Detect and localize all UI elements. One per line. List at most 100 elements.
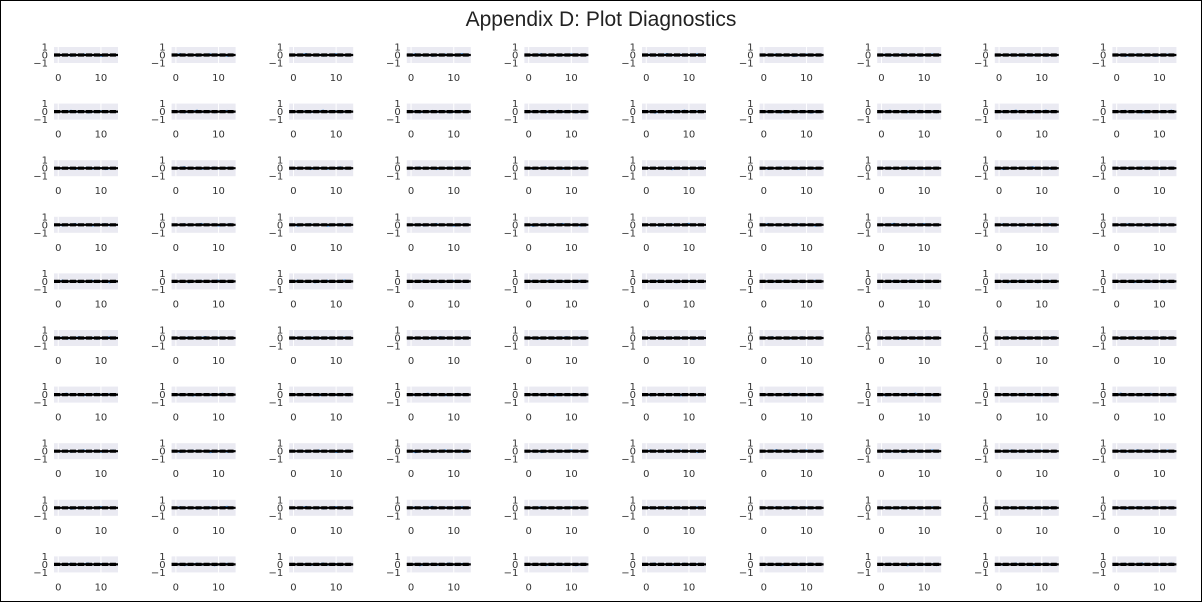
x-tick-label: 10 — [918, 299, 931, 310]
y-tick-label: 1 — [277, 99, 283, 110]
panel-r10-c5: 10−10 10 — [504, 552, 589, 593]
y-tick-label: −1 — [621, 568, 636, 579]
x-tick-label: 0 — [173, 243, 179, 254]
y-tick-label: −1 — [974, 398, 989, 409]
panel-r4-c4: 10−10 10 — [386, 212, 471, 254]
panel-r5-c1: 10−10 10 — [33, 269, 118, 310]
x-tick-label: 0 — [996, 130, 1002, 141]
y-tick-label: 0 — [1100, 503, 1106, 514]
y-tick-label: −1 — [739, 342, 754, 353]
x-tick-label: 0 — [290, 356, 296, 367]
y-tick-label: −1 — [33, 59, 48, 70]
y-tick-label: 1 — [159, 326, 165, 337]
y-tick-label: 1 — [277, 495, 283, 506]
y-tick-label: 1 — [512, 156, 518, 167]
y-tick-label: 1 — [1100, 382, 1106, 393]
y-tick-label: 0 — [865, 447, 871, 458]
x-tick-label: 0 — [290, 243, 296, 254]
x-tick-label: 0 — [1113, 356, 1119, 367]
y-tick-label: 0 — [159, 447, 165, 458]
panel-r1-c4: 10−10 10 — [386, 43, 471, 84]
panel-r8-c1: 10−10 10 — [33, 439, 118, 480]
y-tick-label: −1 — [621, 342, 636, 353]
y-tick-label: 0 — [277, 390, 283, 401]
x-tick-label: 10 — [1153, 469, 1166, 480]
x-tick-label: 10 — [95, 299, 108, 310]
y-tick-label: 0 — [630, 51, 636, 62]
panel-r1-c2: 10−10 10 — [151, 43, 236, 84]
panel-r10-c2: 10−10 10 — [151, 552, 236, 593]
y-tick-label: 0 — [630, 447, 636, 458]
panel-r3-c1: 10−10 10 — [33, 156, 118, 197]
x-tick-label: 0 — [408, 526, 414, 537]
y-tick-label: 1 — [747, 99, 753, 110]
y-tick-label: 1 — [982, 212, 988, 223]
panel-r3-c8: 10−10 10 — [856, 156, 942, 197]
y-tick-label: 0 — [1100, 51, 1106, 62]
y-tick-label: −1 — [268, 342, 283, 353]
y-tick-label: −1 — [739, 59, 754, 70]
y-tick-label: 1 — [394, 156, 400, 167]
y-tick-label: 1 — [277, 43, 283, 54]
x-tick-label: 10 — [95, 73, 108, 84]
y-tick-label: 0 — [394, 334, 400, 345]
x-tick-label: 10 — [212, 356, 225, 367]
x-tick-label: 0 — [525, 73, 531, 84]
x-tick-label: 0 — [761, 186, 767, 197]
y-tick-label: 1 — [512, 99, 518, 110]
y-tick-label: 0 — [1100, 220, 1106, 231]
y-tick-label: 1 — [747, 156, 753, 167]
panel-r5-c2: 10−10 10 — [151, 269, 236, 310]
y-tick-label: −1 — [268, 398, 283, 409]
x-tick-label: 0 — [55, 73, 61, 84]
y-tick-label: 0 — [865, 220, 871, 231]
panel-r3-c7: 10−10 10 — [739, 156, 824, 197]
x-tick-label: 0 — [290, 582, 296, 593]
x-tick-label: 10 — [683, 186, 696, 197]
x-tick-label: 10 — [918, 469, 931, 480]
x-tick-label: 10 — [212, 469, 225, 480]
x-tick-label: 10 — [95, 413, 108, 424]
panel-r4-c8: 10−10 10 — [856, 212, 942, 254]
panel-r3-c4: 10−10 10 — [386, 156, 471, 197]
x-tick-label: 0 — [1113, 469, 1119, 480]
y-tick-label: 0 — [512, 447, 518, 458]
y-tick-label: −1 — [504, 568, 519, 579]
x-tick-label: 0 — [55, 413, 61, 424]
panel-r9-c7: 10−10 10 — [739, 495, 824, 537]
x-tick-label: 0 — [996, 186, 1002, 197]
y-tick-label: 1 — [630, 43, 636, 54]
x-tick-label: 0 — [878, 582, 884, 593]
x-tick-label: 10 — [330, 73, 343, 84]
x-tick-label: 0 — [1113, 243, 1119, 254]
y-tick-label: 1 — [42, 326, 48, 337]
x-tick-label: 10 — [565, 73, 578, 84]
panel-r7-c10: 10−10 10 — [1092, 382, 1177, 424]
y-tick-label: 0 — [159, 334, 165, 345]
x-tick-label: 10 — [800, 469, 813, 480]
x-tick-label: 0 — [408, 73, 414, 84]
y-tick-label: 1 — [865, 552, 871, 563]
y-tick-label: 0 — [394, 107, 400, 118]
y-tick-label: 1 — [42, 156, 48, 167]
y-tick-label: −1 — [33, 568, 48, 579]
panel-r4-c1: 10−10 10 — [33, 212, 118, 254]
panel-r9-c4: 10−10 10 — [386, 495, 471, 537]
y-tick-label: −1 — [974, 568, 989, 579]
y-tick-label: −1 — [386, 568, 401, 579]
y-tick-label: −1 — [386, 59, 401, 70]
x-tick-label: 0 — [761, 413, 767, 424]
y-tick-label: 1 — [512, 495, 518, 506]
x-tick-label: 0 — [761, 130, 767, 141]
x-tick-label: 10 — [95, 469, 108, 480]
panel-r9-c3: 10−10 10 — [268, 495, 354, 537]
panel-r7-c4: 10−10 10 — [386, 382, 471, 424]
panel-r5-c4: 10−10 10 — [386, 269, 471, 310]
y-tick-label: 0 — [747, 220, 753, 231]
y-tick-label: 0 — [277, 560, 283, 571]
x-tick-label: 10 — [447, 469, 460, 480]
y-tick-label: 0 — [747, 277, 753, 288]
y-tick-label: −1 — [386, 511, 401, 522]
y-tick-label: −1 — [1092, 115, 1107, 126]
y-tick-label: 1 — [630, 212, 636, 223]
